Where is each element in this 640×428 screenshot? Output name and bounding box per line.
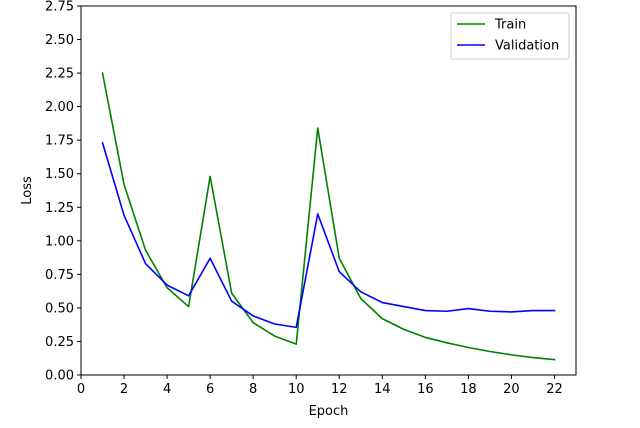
legend-label-train: Train bbox=[494, 18, 526, 33]
x-tick-label: 8 bbox=[249, 382, 257, 397]
x-axis-ticks: 0 2 4 6 8 10 12 14 16 18 20 22 bbox=[77, 375, 563, 397]
y-tick-label: 2.25 bbox=[45, 67, 74, 82]
y-tick-label: 2.75 bbox=[45, 0, 74, 15]
series-line-train bbox=[101, 72, 556, 361]
y-axis-ticks: 0.00 0.25 0.50 0.75 1.00 1.25 1.50 1.75 2.00 2.25… bbox=[45, 0, 81, 384]
y-tick-label: 1.00 bbox=[45, 234, 74, 249]
y-tick-label: 0.75 bbox=[45, 268, 74, 283]
y-tick-label: 1.25 bbox=[45, 201, 74, 216]
legend: Train Validation bbox=[450, 12, 570, 60]
y-axis-label: Loss bbox=[20, 176, 35, 205]
y-tick-label: 2.00 bbox=[45, 100, 74, 115]
y-tick-label: 0.00 bbox=[45, 369, 74, 384]
x-tick-label: 4 bbox=[163, 382, 171, 397]
plot-frame bbox=[80, 5, 577, 376]
series-line-validation bbox=[101, 141, 556, 329]
legend-label-validation: Validation bbox=[495, 39, 559, 54]
x-tick-label: 12 bbox=[331, 382, 348, 397]
y-tick-label: 2.50 bbox=[45, 33, 74, 48]
x-tick-label: 14 bbox=[374, 382, 391, 397]
y-tick-label: 1.75 bbox=[45, 134, 74, 149]
y-tick-label: 0.25 bbox=[45, 335, 74, 350]
x-tick-label: 16 bbox=[417, 382, 434, 397]
y-tick-label: 1.50 bbox=[45, 167, 74, 182]
x-tick-label: 6 bbox=[206, 382, 214, 397]
x-tick-label: 20 bbox=[503, 382, 520, 397]
x-tick-label: 0 bbox=[77, 382, 85, 397]
x-axis-label: Epoch bbox=[309, 404, 349, 419]
x-tick-label: 2 bbox=[120, 382, 128, 397]
series-layer bbox=[101, 72, 556, 361]
y-tick-label: 0.50 bbox=[45, 301, 74, 316]
x-tick-label: 22 bbox=[546, 382, 563, 397]
x-tick-label: 18 bbox=[460, 382, 477, 397]
x-tick-label: 10 bbox=[288, 382, 305, 397]
